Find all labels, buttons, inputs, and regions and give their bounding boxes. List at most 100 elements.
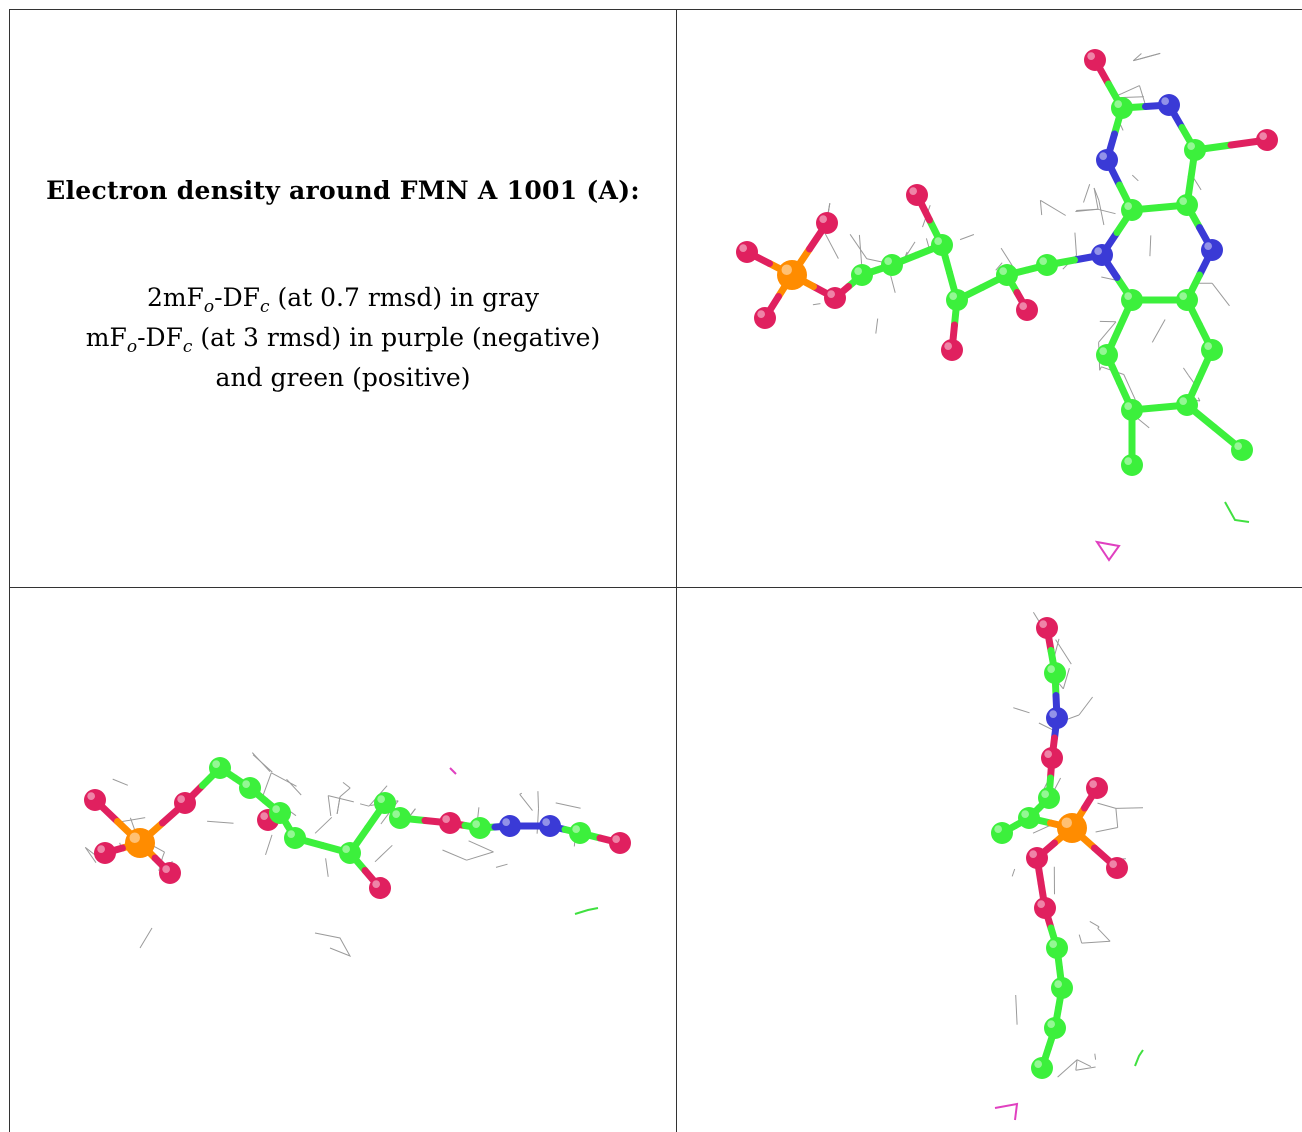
- carbon-atom: [284, 827, 306, 849]
- nitrogen-atom: [1158, 94, 1180, 116]
- mesh-edge: [1089, 920, 1100, 928]
- atom-highlight: [1161, 97, 1169, 105]
- atom-highlight: [287, 830, 295, 838]
- atom-highlight: [1047, 665, 1055, 673]
- oxygen-atom: [941, 339, 963, 361]
- atom-highlight: [612, 835, 621, 843]
- mesh-edge: [339, 787, 351, 798]
- atom-highlight: [854, 267, 862, 275]
- atom-highlight: [1114, 100, 1122, 108]
- negative-density-blob: [449, 767, 457, 775]
- mesh-edge: [466, 851, 494, 861]
- nitrogen-atom: [539, 815, 561, 837]
- mesh-edge: [959, 234, 975, 241]
- atom-highlight: [260, 812, 268, 820]
- carbon-atom: [931, 234, 953, 256]
- carbon-atom: [209, 757, 231, 779]
- positive-density-blob: [1224, 501, 1250, 523]
- oxygen-atom: [906, 184, 928, 206]
- caption-line-1: 2mFo-DFc (at 0.7 rmsd) in gray: [146, 283, 540, 317]
- carbon-atom: [1096, 344, 1118, 366]
- mesh-edge: [328, 795, 354, 803]
- carbon-atom: [1176, 289, 1198, 311]
- atom-highlight: [87, 792, 95, 800]
- atom-highlight: [884, 257, 892, 265]
- mesh-edge: [336, 796, 341, 814]
- table-border-top: [10, 9, 1302, 10]
- mesh-edge: [519, 793, 533, 811]
- mesh-edge: [1149, 235, 1152, 257]
- mesh-edge: [995, 262, 1003, 271]
- atom-highlight: [442, 815, 450, 823]
- carbon-atom: [1031, 1057, 1053, 1079]
- carbon-atom: [1176, 194, 1198, 216]
- negative-density-blob: [994, 1102, 1019, 1121]
- atom-highlight: [739, 244, 747, 252]
- mesh-edge: [1098, 321, 1117, 343]
- atom-highlight: [934, 237, 942, 245]
- carbon-atom: [374, 792, 396, 814]
- mesh-edge: [262, 772, 272, 797]
- oxygen-atom: [369, 877, 391, 899]
- atom-highlight: [572, 825, 581, 833]
- mesh-edge: [1182, 367, 1189, 376]
- mesh-fragment: [139, 927, 352, 957]
- caption-line-2: mFo-DFc (at 3 rmsd) in purple (negative): [85, 323, 601, 357]
- oxygen-atom: [824, 287, 846, 309]
- atom-highlight: [212, 760, 220, 768]
- phosphorus-atom: [125, 828, 155, 858]
- oxygen-atom: [1086, 777, 1108, 799]
- atom-highlight: [1044, 750, 1052, 758]
- atom-highlight: [1124, 457, 1132, 465]
- mesh-edge: [1076, 208, 1099, 211]
- view-top-right: [677, 10, 1302, 587]
- nitrogen-atom: [1201, 239, 1223, 261]
- atom-highlight: [1124, 202, 1132, 210]
- mesh-edge: [812, 303, 821, 306]
- mesh-edge: [374, 844, 393, 863]
- atom-highlight: [377, 795, 385, 803]
- atom-highlight: [1124, 292, 1132, 300]
- carbon-atom: [1038, 787, 1060, 809]
- mesh-edge: [555, 802, 581, 809]
- atom-highlight: [177, 795, 185, 803]
- atom-highlight: [129, 832, 140, 843]
- mesh-edge: [252, 754, 273, 773]
- mesh-edge: [1078, 696, 1093, 716]
- oxygen-atom: [1036, 617, 1058, 639]
- atom-highlight: [1021, 810, 1029, 818]
- mesh-edge: [1097, 802, 1117, 809]
- mesh-edge: [1094, 1053, 1097, 1060]
- mesh-edge: [519, 792, 523, 795]
- oxygen-atom: [1041, 747, 1063, 769]
- mesh-edge: [468, 840, 494, 853]
- mesh-edge: [112, 778, 128, 786]
- phosphorus-atom: [1057, 813, 1087, 843]
- atom-highlight: [1039, 257, 1047, 265]
- carbon-atom: [1121, 454, 1143, 476]
- oxygen-atom: [159, 862, 181, 884]
- atom-highlight: [1089, 780, 1097, 788]
- carbon-atom: [1121, 289, 1143, 311]
- oxygen-atom: [84, 789, 106, 811]
- mesh-edge: [1123, 374, 1136, 400]
- carbon-atom: [1036, 254, 1058, 276]
- caption-cell: Electron density around FMN A 1001 (A): …: [10, 10, 676, 586]
- oxygen-atom: [94, 842, 116, 864]
- mesh-edge: [495, 863, 508, 868]
- molecule-view-bottom-left: [84, 752, 631, 957]
- mesh-edge: [1075, 1059, 1078, 1071]
- carbon-atom: [1018, 807, 1040, 829]
- mesh-edge: [1011, 868, 1016, 877]
- carbon-atom: [1046, 937, 1068, 959]
- mesh-edge: [875, 318, 879, 334]
- atom-highlight: [994, 825, 1002, 833]
- atom-highlight: [1187, 142, 1195, 150]
- mesh-edge: [849, 234, 868, 260]
- nitrogen-atom: [499, 815, 521, 837]
- atom-highlight: [542, 818, 551, 826]
- positive-density-blob: [1134, 1049, 1144, 1067]
- mesh-edge: [1013, 707, 1030, 714]
- atom-highlight: [757, 310, 765, 318]
- oxygen-atom: [1106, 857, 1128, 879]
